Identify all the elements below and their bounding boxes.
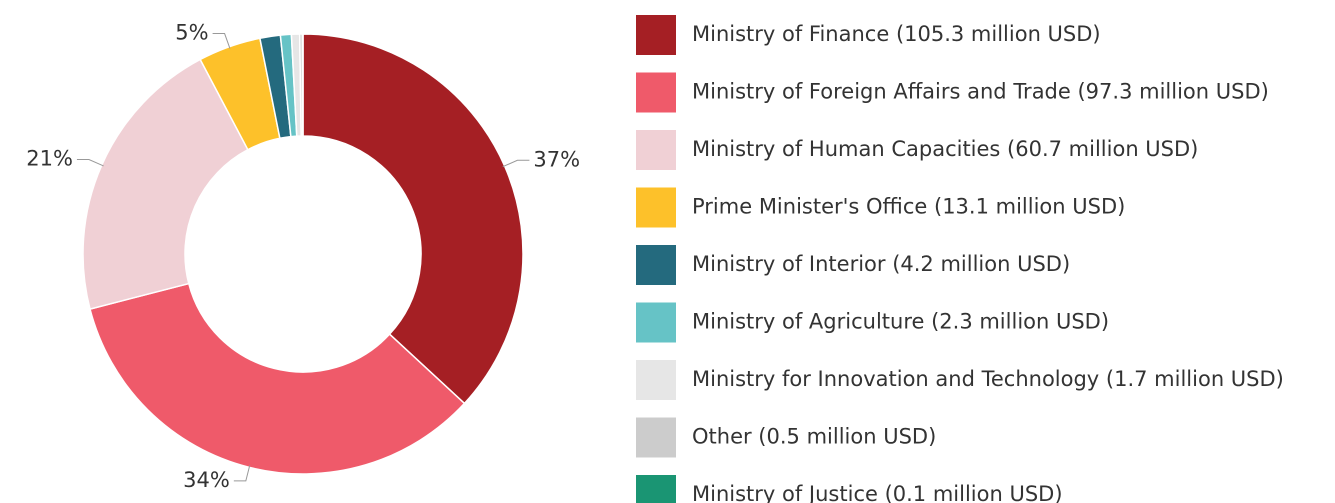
donut-slice bbox=[89, 282, 466, 475]
donut-slice bbox=[302, 33, 524, 405]
data-label: 21% bbox=[26, 146, 73, 170]
legend-swatch bbox=[636, 15, 676, 55]
legend-swatch bbox=[636, 302, 676, 343]
legend-swatch bbox=[636, 130, 676, 170]
data-label: 37% bbox=[533, 147, 580, 171]
legend-label: Ministry of Agriculture (2.3 million USD… bbox=[692, 310, 1109, 334]
legend-label: Other (0.5 million USD) bbox=[692, 425, 936, 449]
legend-label: Ministry of Foreign Affairs and Trade (9… bbox=[692, 80, 1269, 104]
leader-line bbox=[502, 159, 530, 168]
legend-swatch bbox=[636, 360, 676, 400]
leader-line bbox=[212, 33, 231, 49]
legend-swatch bbox=[636, 187, 676, 228]
leader-line bbox=[233, 465, 251, 482]
donut-slice bbox=[82, 58, 249, 311]
legend-label: Ministry of Finance (105.3 million USD) bbox=[692, 22, 1101, 46]
legend-swatch bbox=[636, 245, 676, 285]
data-label: 5% bbox=[175, 21, 208, 45]
legend-label: Ministry of Interior (4.2 million USD) bbox=[692, 252, 1070, 276]
legend-label: Ministry of Human Capacities (60.7 milli… bbox=[692, 137, 1198, 161]
donut-slice bbox=[301, 33, 304, 137]
legend-swatch bbox=[636, 417, 676, 458]
data-label: 34% bbox=[183, 468, 230, 492]
leader-line bbox=[76, 158, 104, 167]
legend-label: Ministry of Justice (0.1 million USD) bbox=[692, 482, 1063, 503]
legend-label: Ministry for Innovation and Technology (… bbox=[692, 367, 1284, 391]
legend-swatch bbox=[636, 475, 676, 503]
legend-swatch bbox=[636, 72, 676, 113]
legend-label: Prime Minister's Office (13.1 million US… bbox=[692, 195, 1125, 219]
